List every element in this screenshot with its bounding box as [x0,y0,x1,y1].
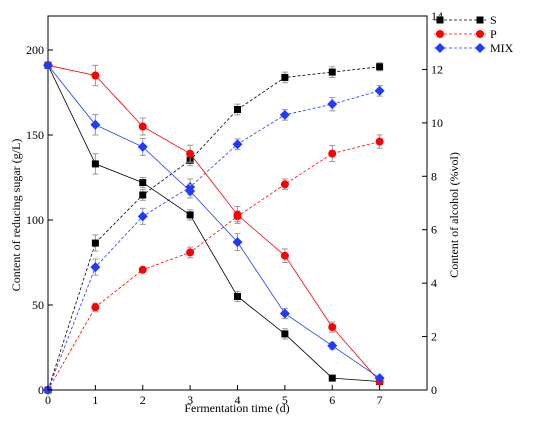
data-point [137,211,148,222]
data-point [186,248,195,257]
legend-item-mix: MIX [434,41,514,55]
series-line [47,65,380,379]
data-point [280,251,289,260]
data-point [374,85,385,96]
data-point [328,374,336,382]
y-left-tick-label: 0 [38,383,44,397]
y-left-tick-label: 200 [26,43,44,57]
series-line [47,141,380,391]
legend-label: S [490,13,497,27]
data-point [327,99,338,110]
x-tick-label: 2 [140,393,146,407]
series-line [47,64,380,382]
data-point [279,109,290,120]
x-tick-label: 4 [235,393,241,407]
x-tick-label: 3 [187,393,193,407]
series-line [47,66,380,391]
data-point [91,239,99,247]
x-axis-label: Fermentation time (d) [184,401,289,415]
data-point [232,237,243,248]
data-point [43,60,53,71]
data-point [139,191,147,199]
data-point [90,119,101,130]
data-point [90,262,101,273]
y-axis-left-label: Content of reducing sugar (g/L) [9,139,23,292]
data-point [279,308,290,319]
data-point [91,303,100,312]
legend-marker [476,16,484,24]
data-point [234,293,241,300]
series-line [47,90,380,391]
x-tick-label: 6 [329,393,335,407]
plot-border [47,15,428,391]
data-point [186,149,195,158]
data-point [138,122,147,131]
legend-marker [475,43,485,53]
data-point [185,186,196,197]
x-tick-label: 1 [92,393,98,407]
y-axis-right-label: Content of alcohol (%vol) [447,152,461,278]
series-mix-sugar [43,60,385,384]
data-point [233,210,242,219]
data-point [280,180,289,189]
y-right-tick-label: 0 [431,383,437,397]
legend-item-p: P [434,27,497,41]
y-right-tick-label: 12 [431,62,443,76]
y-left-tick-label: 100 [26,213,44,227]
y-right-tick-label: 8 [431,169,437,183]
data-point [328,149,337,158]
legend-marker [436,30,444,38]
data-point [327,340,338,351]
legend-marker [476,30,484,38]
data-point [328,68,336,76]
y-left-tick-label: 50 [32,298,44,312]
data-point [234,106,241,113]
y-right-tick-label: 10 [431,116,443,130]
y-right-tick-label: 6 [431,223,437,237]
data-point [138,265,147,274]
plot-frame [47,15,428,391]
data-point [186,211,194,219]
x-tick-label: 7 [377,393,383,407]
y-right-tick-label: 4 [431,276,437,290]
legend-label: P [490,27,497,41]
legend-marker [436,16,444,24]
data-point [281,73,289,81]
data-point [374,373,385,384]
data-point [137,141,148,152]
data-point [91,160,99,168]
data-point [139,179,147,187]
data-point [232,139,243,150]
data-point [91,71,100,80]
data-point [375,137,384,146]
x-tick-label: 5 [282,393,288,407]
x-tick-label: 0 [45,393,51,407]
series-line [47,65,380,382]
data-point [376,63,384,71]
y-right-tick-label: 2 [431,330,437,344]
legend-marker [435,43,445,53]
legend-label: MIX [490,41,514,55]
legend-item-s: S [434,13,497,27]
series-layer [43,60,385,395]
y-left-tick-label: 150 [26,128,44,142]
data-point [281,330,289,338]
data-point [328,323,337,332]
